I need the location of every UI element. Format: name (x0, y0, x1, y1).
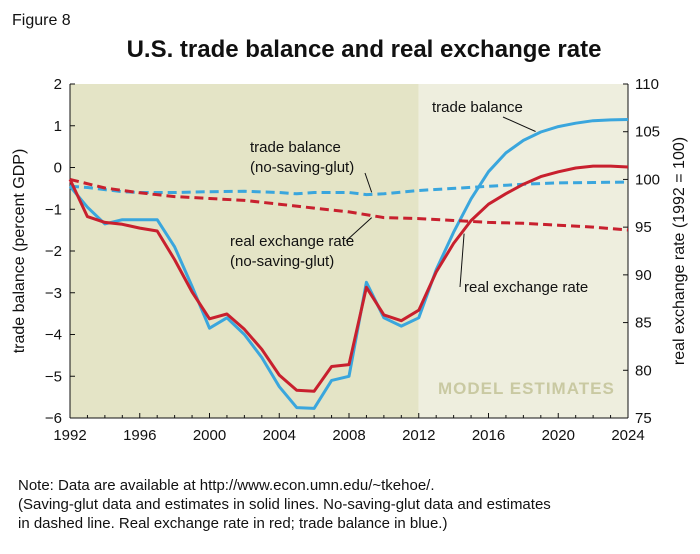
chart: Figure 8 U.S. trade balance and real exch… (11, 12, 688, 444)
y-tick-label-left: 0 (54, 160, 62, 177)
x-tick-label: 2000 (193, 427, 226, 444)
y-tick-label-right: 110 (635, 76, 659, 93)
x-tick-label: 2016 (472, 427, 505, 444)
y-tick-label-left: −1 (45, 201, 62, 218)
note: Note: Data are available at http://www.e… (18, 476, 688, 533)
x-tick-label: 2012 (402, 427, 435, 444)
series-line (68, 164, 629, 393)
y-tick-label-left: 2 (54, 76, 62, 93)
annotation-leader (345, 217, 373, 242)
history-region (70, 84, 419, 418)
y-axis-title-left: trade balance (percent GDP) (11, 149, 28, 354)
annotation-label: real exchange rate (230, 233, 354, 250)
chart-title: U.S. trade balance and real exchange rat… (127, 36, 602, 63)
y-tick-label-left: −5 (45, 368, 62, 385)
y-axis-title-right: real exchange rate (1992 = 100) (671, 137, 688, 365)
x-tick-label: 2020 (542, 427, 575, 444)
y-tick-label-right: 105 (635, 124, 660, 141)
annotation-label: (no-saving-glut) (250, 159, 354, 176)
y-tick-label-right: 75 (635, 410, 652, 427)
note-line: (Saving-glut data and estimates in solid… (18, 496, 551, 513)
y-tick-label-left: −6 (45, 410, 62, 427)
annotation-label: trade balance (250, 139, 341, 156)
annotation-leader (459, 233, 465, 288)
y-tick-label-right: 80 (635, 362, 652, 379)
annotation-label: real exchange rate (464, 279, 588, 296)
y-tick-label-left: −2 (45, 243, 62, 260)
x-tick-label: 2008 (332, 427, 365, 444)
x-tick-label: 2004 (263, 427, 296, 444)
x-tick-label: 2024 (611, 427, 644, 444)
note-line: Note: Data are available at http://www.e… (18, 477, 435, 494)
annotation-label: (no-saving-glut) (230, 253, 334, 270)
x-tick-label: 1996 (123, 427, 156, 444)
y-tick-label-left: −4 (45, 327, 62, 344)
annotation-leader (502, 116, 536, 132)
y-tick-label-left: 1 (54, 118, 62, 135)
series-line (68, 118, 629, 410)
x-tick-label: 1992 (53, 427, 86, 444)
figure-label: Figure 8 (12, 12, 71, 29)
y-tick-label-right: 90 (635, 267, 652, 284)
y-tick-label-right: 100 (635, 171, 660, 188)
y-tick-label-right: 85 (635, 315, 652, 332)
y-tick-label-right: 95 (635, 219, 652, 236)
y-tick-label-left: −3 (45, 285, 62, 302)
series-line (69, 177, 629, 232)
model-estimates-label: MODEL ESTIMATES (438, 379, 615, 398)
annotation-leader (364, 172, 373, 193)
annotation-label: trade balance (432, 99, 523, 116)
note-line: in dashed line. Real exchange rate in re… (18, 515, 448, 532)
